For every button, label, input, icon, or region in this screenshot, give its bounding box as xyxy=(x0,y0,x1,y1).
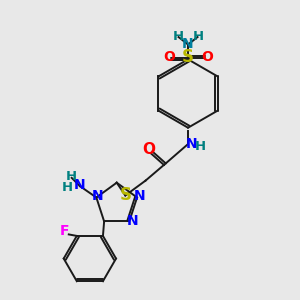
Text: O: O xyxy=(163,50,175,64)
Text: N: N xyxy=(74,178,85,192)
Text: F: F xyxy=(60,224,69,238)
Text: N: N xyxy=(134,189,145,203)
Text: H: H xyxy=(62,181,73,194)
Text: N: N xyxy=(127,214,139,228)
Text: O: O xyxy=(142,142,155,157)
Text: H: H xyxy=(173,30,184,43)
Text: O: O xyxy=(201,50,213,64)
Text: H: H xyxy=(192,30,203,43)
Text: N: N xyxy=(186,137,197,151)
Text: N: N xyxy=(182,38,194,52)
Text: H: H xyxy=(65,170,77,183)
Text: H: H xyxy=(194,140,206,153)
Text: N: N xyxy=(92,189,104,203)
Text: S: S xyxy=(119,187,131,205)
Text: S: S xyxy=(182,48,194,66)
